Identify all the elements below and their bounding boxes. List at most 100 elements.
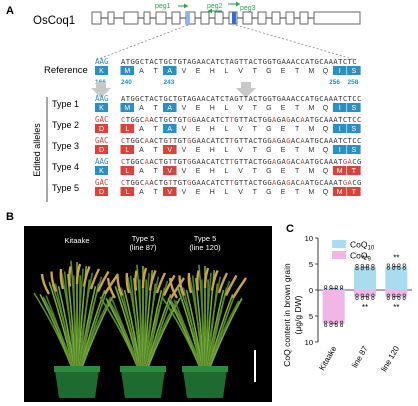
leaf <box>81 287 109 367</box>
amino-acid: T <box>295 68 300 75</box>
left-codon: AAG <box>95 94 109 103</box>
nucleotide: G <box>315 136 319 145</box>
nucleotide: C <box>357 94 361 103</box>
nucleotide: A <box>300 136 305 145</box>
amino-acid: L <box>224 189 228 196</box>
amino-acid: L <box>125 126 129 133</box>
amino-acid: Q <box>323 105 329 112</box>
nucleotide: A <box>324 157 329 166</box>
nucleotide: T <box>168 136 173 145</box>
nucleotide: G <box>263 115 267 124</box>
exon-box <box>257 11 267 25</box>
nucleotide: C <box>352 94 356 103</box>
legend-subscript: 9 <box>367 257 371 263</box>
nucleotide: C <box>319 157 323 166</box>
nucleotide: G <box>192 136 196 145</box>
amino-acid: T <box>253 126 258 133</box>
data-point <box>324 285 328 289</box>
panicle <box>125 272 131 294</box>
leaf <box>208 293 234 367</box>
amino-acid: I <box>339 147 341 154</box>
aa-box <box>205 66 220 75</box>
nucleotide: T <box>244 94 249 103</box>
nucleotide: G <box>130 178 134 187</box>
nucleotide: G <box>277 115 281 124</box>
aa-box <box>247 187 262 196</box>
exon-box <box>299 11 309 25</box>
amino-acid: E <box>281 168 286 175</box>
nucleotide: T <box>310 157 315 166</box>
aa-box <box>205 124 220 133</box>
aa-box <box>233 187 248 196</box>
nucleotide: G <box>135 157 139 166</box>
nucleotide: A <box>286 94 291 103</box>
nucleotide: T <box>230 157 235 166</box>
aa-box <box>318 166 333 175</box>
nucleotide: G <box>286 136 290 145</box>
aa-box <box>233 124 248 133</box>
plant-pot <box>121 370 165 398</box>
nucleotide: C <box>253 94 257 103</box>
left-codon: GAC <box>95 136 109 145</box>
nucleotide: T <box>182 136 187 145</box>
panicle <box>82 266 91 287</box>
data-point <box>397 263 401 267</box>
nucleotide: A <box>149 178 154 187</box>
nucleotide: G <box>130 94 134 103</box>
leaf <box>57 285 76 367</box>
aa-box <box>247 103 262 112</box>
nucleotide: G <box>263 57 267 66</box>
nucleotide: T <box>258 178 263 187</box>
nucleotide: G <box>135 94 139 103</box>
data-point <box>386 296 390 300</box>
leaf <box>206 283 219 367</box>
nucleotide: G <box>163 57 167 66</box>
aa-box <box>290 187 304 196</box>
nucleotide: A <box>324 178 329 187</box>
amino-acid: H <box>210 189 215 196</box>
amino-acid: M <box>308 126 314 133</box>
amino-acid: M <box>337 189 343 196</box>
nucleotide: G <box>357 157 361 166</box>
nucleotide: G <box>315 157 319 166</box>
nucleotide: A <box>211 136 216 145</box>
zoom-guides <box>95 24 357 61</box>
amino-acid: T <box>153 168 158 175</box>
nucleotide: T <box>126 157 131 166</box>
nucleotide: C <box>168 57 172 66</box>
nucleotide: A <box>329 94 334 103</box>
legend-swatch-coq10 <box>332 240 346 248</box>
nucleotide: C <box>140 94 144 103</box>
y-tick-label: 0 <box>309 286 313 295</box>
nucleotide: T <box>173 57 178 66</box>
left-aa-box <box>95 166 108 175</box>
data-point <box>392 293 396 297</box>
nucleotide: G <box>277 157 281 166</box>
aa-box <box>304 124 319 133</box>
nucleotide: T <box>258 115 263 124</box>
nucleotide: G <box>163 178 167 187</box>
nucleotide: G <box>267 178 271 187</box>
nucleotide: C <box>168 94 172 103</box>
nucleotide: G <box>286 115 290 124</box>
aa-box <box>120 124 135 133</box>
panicle <box>96 270 110 292</box>
leaf <box>108 300 140 367</box>
aa-box <box>162 103 177 112</box>
nucleotide: T <box>215 57 220 66</box>
big-arrow <box>91 82 111 98</box>
aa-box <box>148 66 163 75</box>
nucleotide: C <box>253 115 257 124</box>
exon-box <box>171 11 181 25</box>
data-point <box>397 296 401 300</box>
nucleotide: C <box>220 136 224 145</box>
nucleotide: T <box>168 157 173 166</box>
nucleotide: C <box>154 157 158 166</box>
nucleotide: C <box>121 115 125 124</box>
nucleotide: T <box>230 178 235 187</box>
nucleotide: A <box>201 115 206 124</box>
nucleotide: T <box>239 57 244 66</box>
y-tick-label: 5 <box>309 312 313 321</box>
